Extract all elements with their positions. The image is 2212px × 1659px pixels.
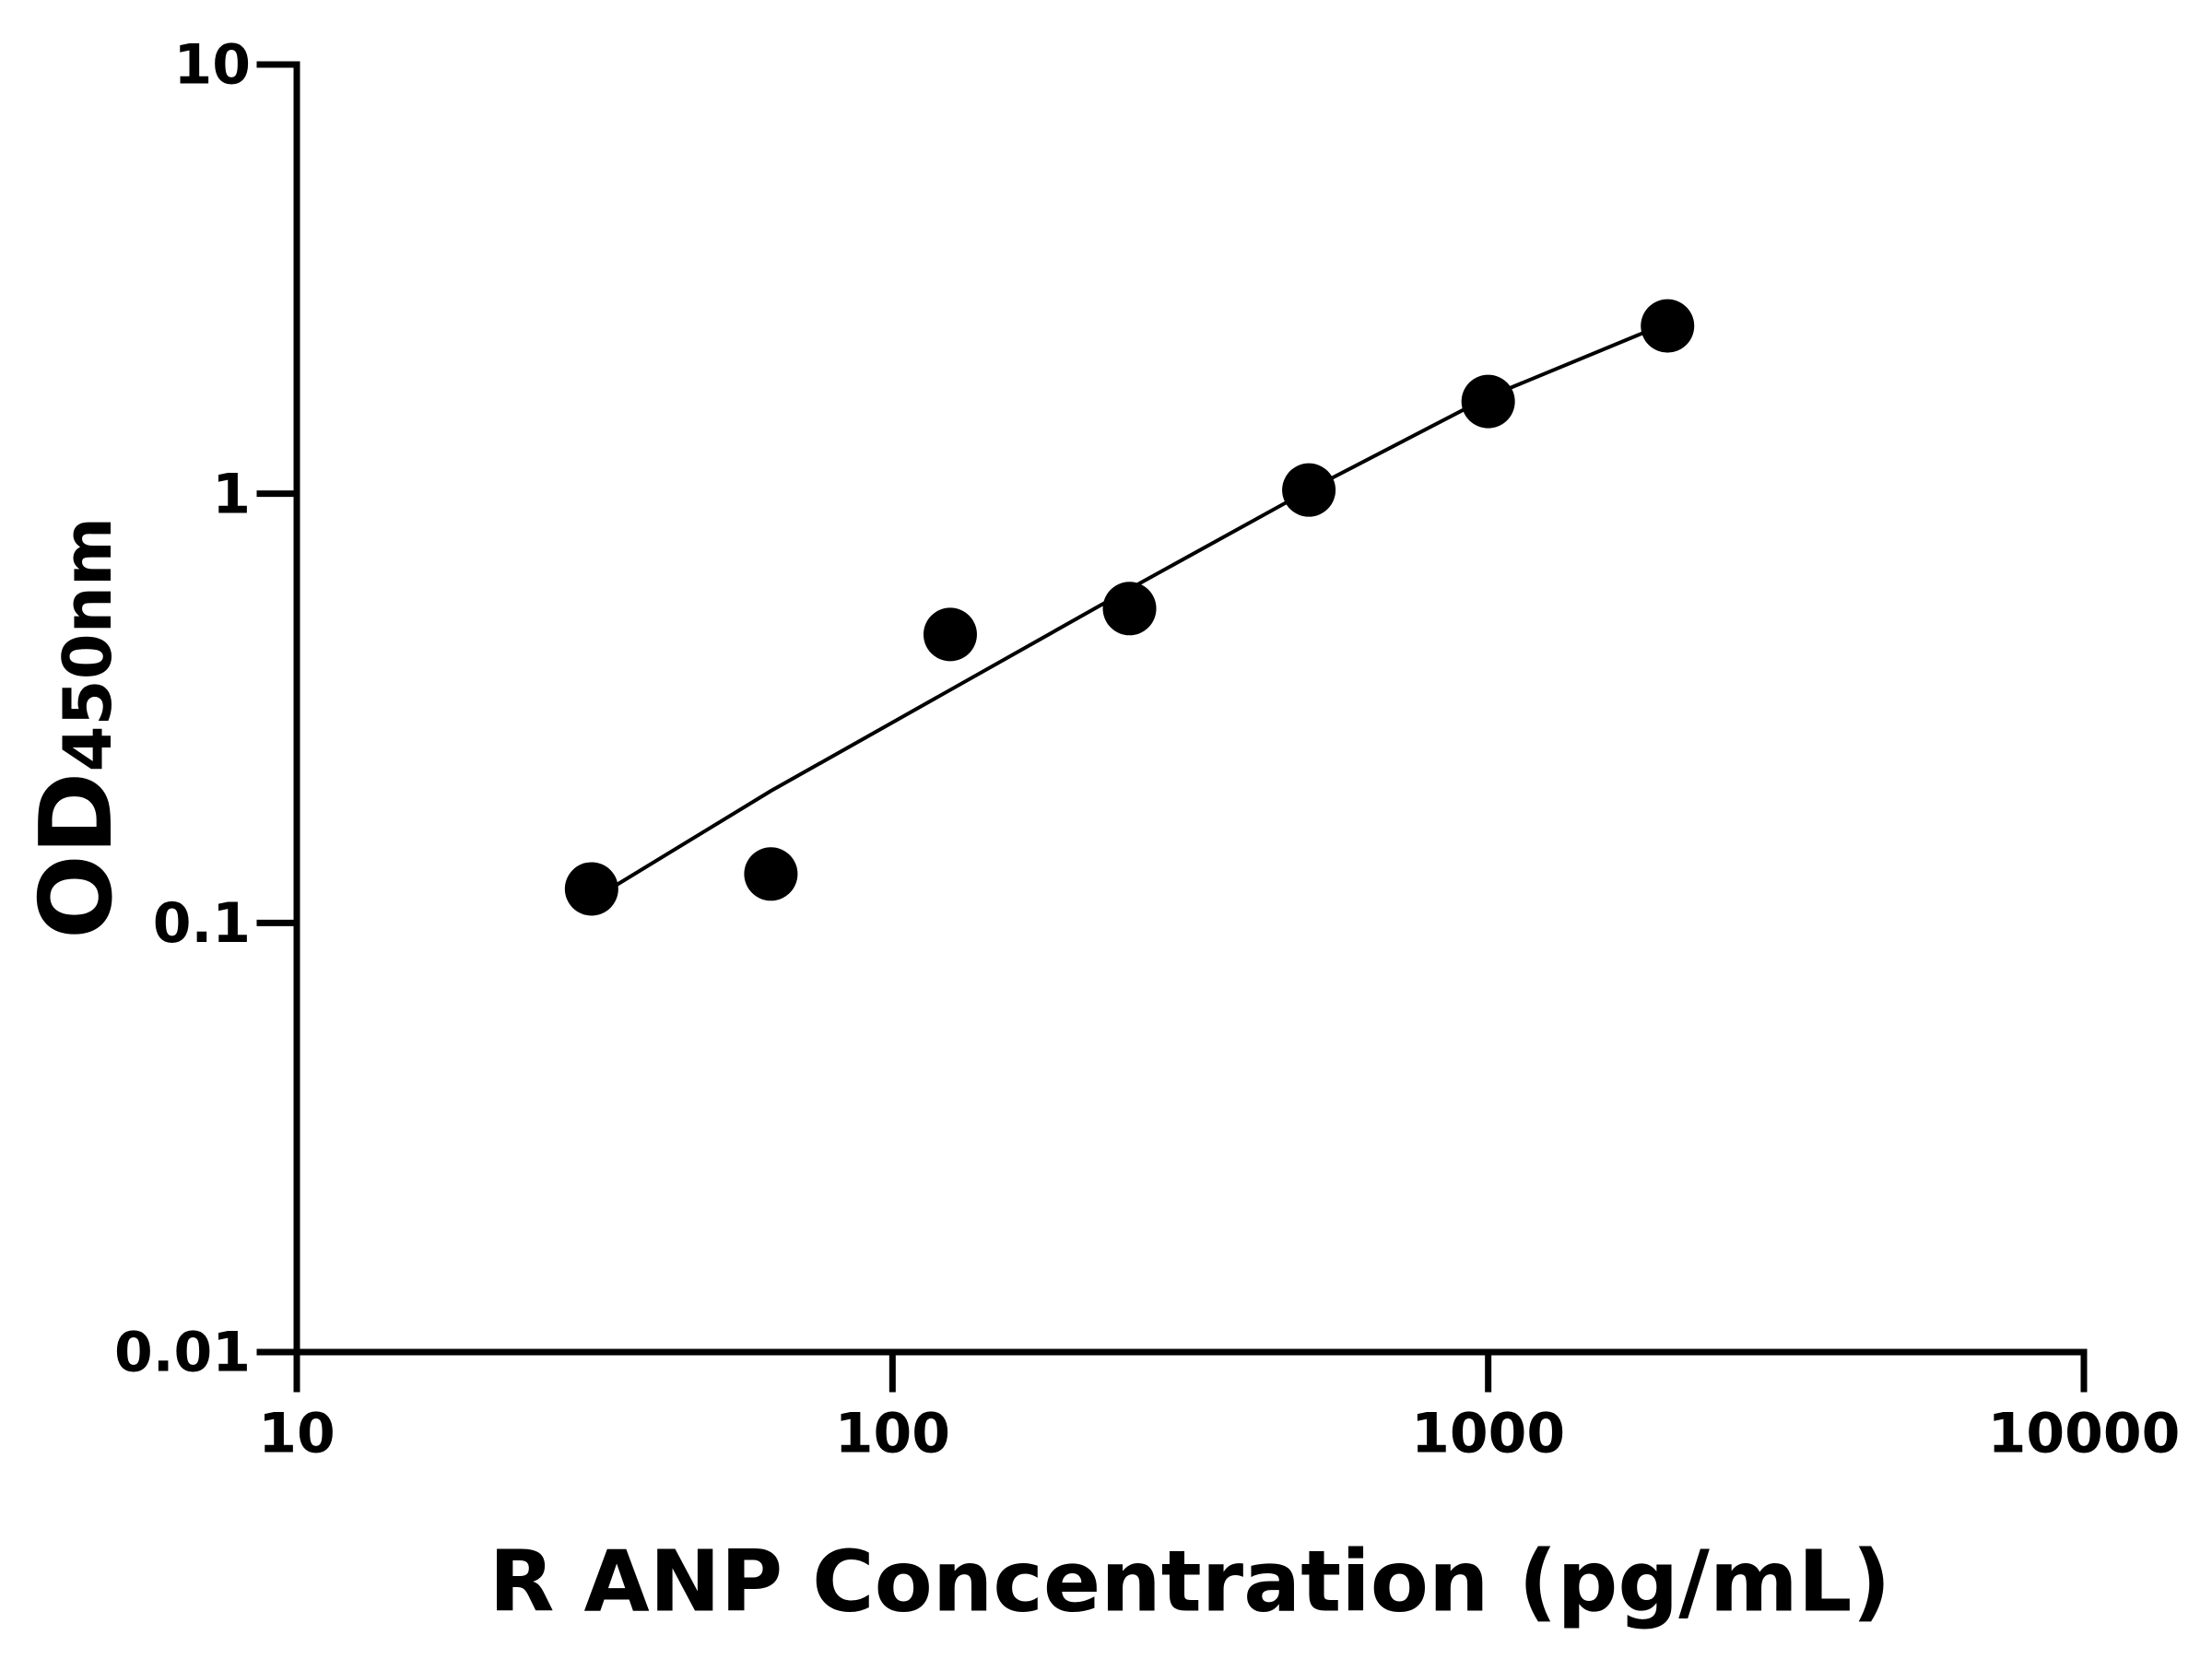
- x-axis-label: R ANP Concentration (pg/mL): [489, 1532, 1891, 1630]
- y-tick-label: 0.1: [153, 891, 251, 956]
- y-axis-label-main: OD: [19, 772, 135, 939]
- data-point: [744, 847, 798, 901]
- data-point: [1641, 299, 1695, 353]
- y-tick-label: 0.01: [114, 1321, 251, 1385]
- y-axis-label-sub: 450nm: [49, 517, 126, 772]
- x-tick-label: 10: [258, 1402, 335, 1466]
- data-point: [1461, 374, 1515, 429]
- x-tick-label: 10000: [1988, 1402, 2181, 1466]
- data-point: [1282, 463, 1336, 517]
- data-point: [564, 862, 618, 916]
- data-point: [923, 607, 977, 662]
- x-tick-label: 100: [835, 1402, 950, 1466]
- data-point: [1102, 582, 1157, 636]
- y-tick-label: 1: [212, 462, 251, 526]
- y-tick-label: 10: [174, 33, 252, 98]
- y-axis-label: OD450nm: [19, 517, 135, 939]
- x-tick-label: 1000: [1411, 1402, 1565, 1466]
